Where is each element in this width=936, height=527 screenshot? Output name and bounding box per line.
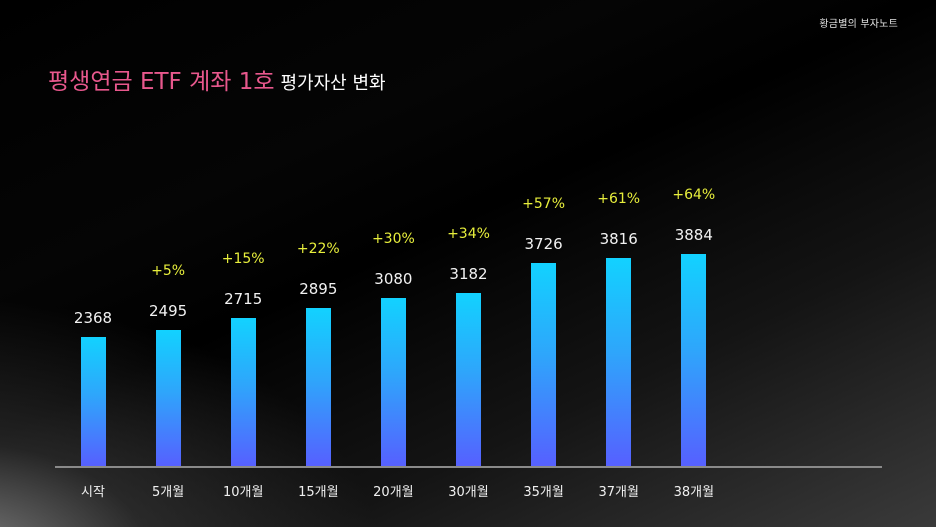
growth-percent-label: +15%	[221, 251, 265, 268]
x-axis-baseline	[55, 466, 882, 468]
brand-label: 황금별의 부자노트	[819, 19, 898, 30]
bar	[380, 298, 406, 466]
x-axis-label: 37개월	[598, 485, 639, 500]
title-main: 평생연금 ETF 계좌 1호	[48, 69, 275, 95]
x-axis-label: 20개월	[373, 485, 414, 500]
bar	[305, 308, 331, 466]
growth-percent-label: +22%	[296, 241, 340, 258]
x-axis-label: 38개월	[673, 485, 715, 500]
growth-percent-label: +34%	[447, 225, 490, 242]
growth-percent-label: +30%	[371, 231, 415, 248]
bar	[456, 292, 481, 466]
bar	[681, 254, 707, 466]
growth-percent-label: +5%	[151, 263, 186, 280]
bar-value-label: 3816	[599, 230, 638, 249]
bar-value-label: 3884	[674, 226, 713, 245]
x-axis-label: 35개월	[523, 485, 564, 500]
growth-percent-label: +64%	[672, 187, 716, 204]
x-axis-label: 10개월	[222, 485, 264, 500]
x-axis-label: 5개월	[151, 485, 185, 500]
bar-value-label: 2895	[299, 280, 338, 299]
x-axis-label: 30개월	[448, 485, 489, 500]
growth-percent-label: +57%	[522, 195, 566, 212]
bar-value-label: 3182	[449, 264, 488, 283]
bar-value-label: 2715	[224, 290, 263, 309]
x-axis-label: 15개월	[298, 485, 339, 500]
bar-value-label: 3726	[524, 234, 563, 253]
bar-value-label: 3080	[374, 270, 413, 289]
bar	[155, 330, 181, 466]
bar-value-label: 2495	[149, 302, 188, 321]
title-sub: 평가자산 변화	[280, 73, 386, 94]
bar	[80, 336, 106, 466]
bar-value-label: 2368	[73, 308, 113, 327]
bar	[606, 258, 632, 466]
page-title: 평생연금 ETF 계좌 1호 평가자산 변화	[48, 62, 386, 96]
bar	[531, 262, 557, 466]
bar	[230, 318, 256, 466]
growth-percent-label: +61%	[597, 191, 641, 208]
x-axis-label: 시작	[81, 485, 105, 500]
